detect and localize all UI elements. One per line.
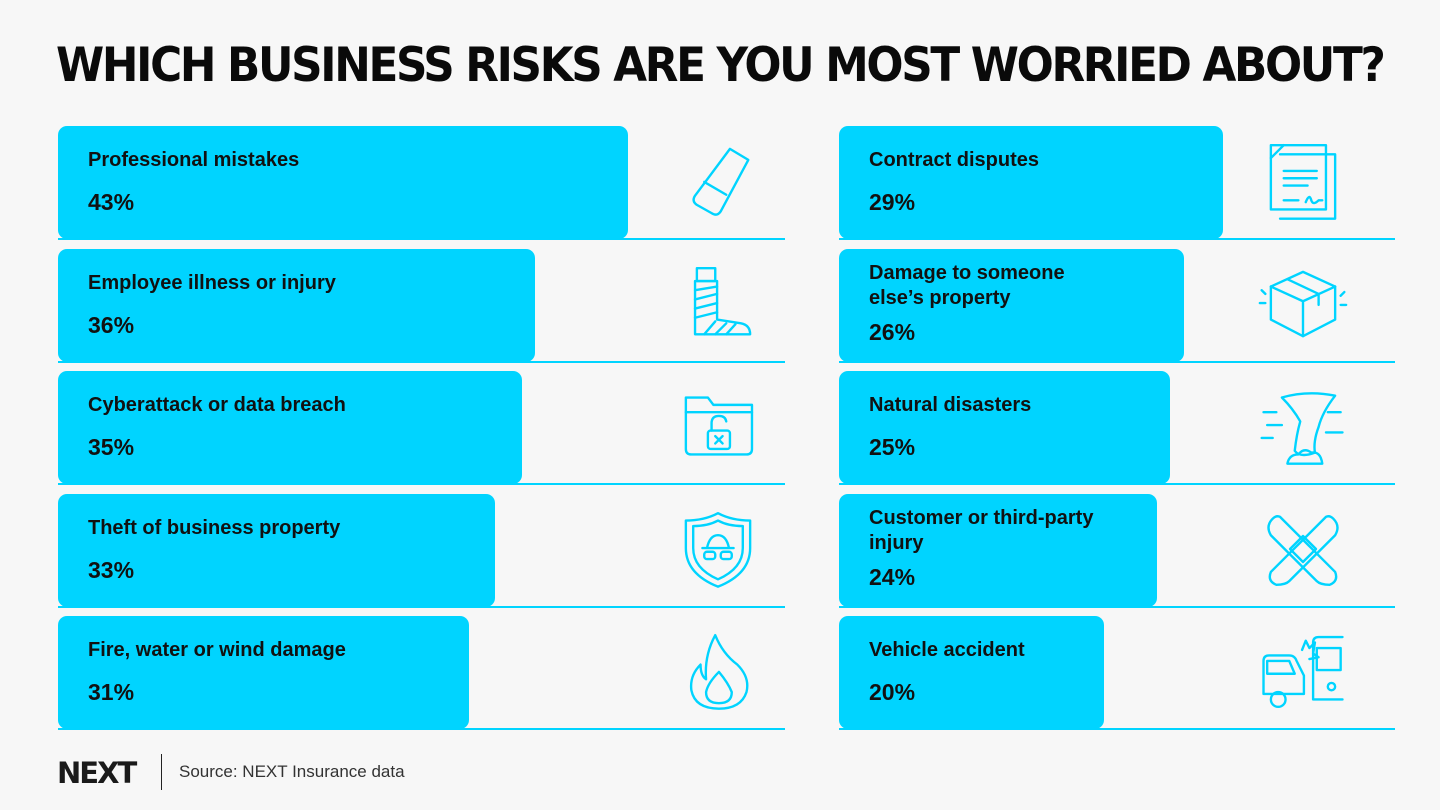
bar-value-label: 24%	[869, 563, 916, 590]
bar-row: Vehicle accident 20%	[839, 616, 1395, 730]
bar-baseline	[839, 605, 1395, 608]
eraser-icon	[673, 136, 763, 226]
bar-value-label: 31%	[88, 679, 135, 705]
bar-row: Cyberattack or data breach 35%	[58, 371, 785, 485]
bar-label: Professional mistakes	[88, 149, 300, 171]
bar-baseline	[839, 360, 1395, 363]
bar-baseline	[58, 728, 785, 730]
bar-row: Contract disputes 29%	[839, 126, 1395, 240]
bar-row: Damage to someone else’s property 26%	[839, 248, 1395, 363]
source-note: Source: NEXT Insurance data	[179, 762, 405, 781]
bar	[58, 616, 469, 729]
bar	[839, 493, 1157, 607]
damaged-box-icon	[1258, 259, 1348, 349]
bar	[58, 493, 496, 607]
bar-label: Damage to someone else’s property	[869, 261, 1065, 309]
bar-baseline	[58, 483, 785, 485]
bar-value-label: 43%	[88, 189, 135, 215]
bar-label: Fire, water or wind damage	[88, 639, 346, 661]
leg-cast-icon	[673, 259, 763, 349]
next-logo: NEXT	[57, 756, 137, 790]
bar-baseline	[58, 360, 785, 363]
bar-value-label: 25%	[869, 434, 916, 460]
chart-title: WHICH BUSINESS RISKS ARE YOU MOST WORRIE…	[56, 38, 1386, 93]
bar-value-label: 29%	[869, 189, 916, 215]
bar	[839, 371, 1171, 484]
bar	[58, 371, 522, 484]
bar-label: Employee illness or injury	[88, 271, 336, 294]
bar-label: Natural disasters	[869, 394, 1032, 416]
contract-document-icon	[1258, 136, 1348, 226]
bar-baseline	[839, 483, 1395, 485]
bar-row: Employee illness or injury 36%	[58, 248, 785, 363]
bar-label: Contract disputes	[869, 149, 1040, 171]
bar	[839, 616, 1104, 729]
bandage-icon	[1258, 504, 1348, 594]
bar-label: Vehicle accident	[869, 639, 1025, 661]
bar-value-label: 33%	[88, 556, 135, 583]
bar-row: Fire, water or wind damage 31%	[58, 616, 785, 730]
bar-value-label: 35%	[88, 434, 135, 460]
car-crash-icon	[1258, 626, 1348, 716]
bar-row: Theft of business property 33%	[58, 493, 785, 608]
unlocked-folder-icon	[673, 381, 763, 471]
bar-baseline	[839, 238, 1395, 240]
burglar-shield-icon	[673, 504, 763, 594]
bar-label: Customer or third-party injury	[869, 506, 1094, 554]
footer-divider	[161, 754, 162, 790]
bar-baseline	[839, 728, 1395, 730]
bar	[58, 248, 535, 362]
bar-value-label: 20%	[869, 679, 916, 705]
bar	[58, 126, 628, 239]
bar-label: Theft of business property	[88, 516, 341, 539]
bar-value-label: 26%	[869, 318, 916, 345]
bar-label: Cyberattack or data breach	[88, 394, 346, 416]
bar	[839, 126, 1224, 239]
flame-icon	[673, 626, 763, 716]
bar-row: Professional mistakes 43%	[58, 126, 785, 240]
bar-baseline	[58, 605, 785, 608]
bar	[839, 248, 1184, 362]
tornado-icon	[1258, 381, 1348, 471]
bar-baseline	[58, 238, 785, 240]
bar-row: Natural disasters 25%	[839, 371, 1395, 485]
bar-row: Customer or third-party injury 24%	[839, 493, 1395, 608]
bar-value-label: 36%	[88, 311, 135, 338]
